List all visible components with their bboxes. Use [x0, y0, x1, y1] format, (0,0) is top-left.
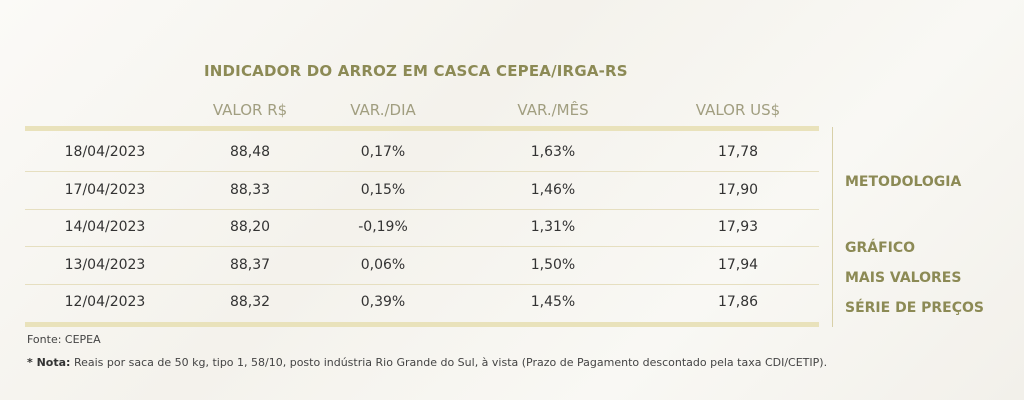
value-cell: 0,15% — [360, 181, 406, 198]
column-header: VAR./DIA — [350, 101, 416, 119]
divider — [832, 127, 833, 327]
column-header: VALOR US$ — [695, 101, 781, 119]
date-cell: 18/04/2023 — [64, 144, 146, 160]
note-text: Reais por saca de 50 kg, tipo 1, 58/10, … — [73, 356, 828, 369]
date-cell: 14/04/2023 — [64, 219, 146, 235]
date-cell: 13/04/2023 — [64, 256, 146, 273]
side-link[interactable]: MAIS VALORES — [845, 270, 962, 286]
note-label: * Nota: — [27, 356, 71, 369]
value-cell: 88,37 — [229, 256, 271, 273]
table-bottom-bar — [25, 322, 819, 327]
side-link[interactable]: GRÁFICO — [845, 240, 916, 256]
value-cell: -0,19% — [358, 219, 408, 235]
value-cell: 88,48 — [229, 144, 271, 160]
table-top-bar — [25, 126, 819, 131]
value-cell: 0,39% — [360, 294, 406, 310]
value-cell: 1,46% — [530, 181, 576, 198]
value-cell: 0,06% — [360, 256, 406, 273]
row-separator — [25, 283, 819, 285]
row-separator — [25, 171, 819, 172]
value-cell: 1,63% — [530, 144, 576, 160]
row-separator — [25, 246, 819, 247]
value-cell: 88,32 — [229, 294, 271, 310]
value-cell: 0,17% — [360, 144, 406, 160]
value-cell: 17,94 — [717, 256, 759, 273]
date-cell: 17/04/2023 — [64, 181, 146, 198]
note: * Nota: Reais por saca de 50 kg, tipo 1,… — [27, 356, 827, 369]
value-cell: 1,31% — [530, 219, 576, 235]
title: INDICADOR DO ARROZ EM CASCA CEPEA/IRGA-R… — [204, 62, 628, 80]
date-cell: 12/04/2023 — [64, 294, 146, 310]
value-cell: 17,93 — [717, 219, 759, 235]
value-cell: 1,45% — [530, 294, 576, 310]
row-separator — [25, 208, 819, 210]
side-link[interactable]: SÉRIE DE PREÇOS — [845, 300, 984, 316]
column-header: VALOR R$ — [212, 101, 288, 119]
value-cell: 17,78 — [717, 144, 759, 160]
column-header: VAR./MÊS — [517, 101, 589, 119]
side-link[interactable]: METODOLOGIA — [845, 174, 962, 190]
value-cell: 88,20 — [229, 219, 271, 235]
source: Fonte: CEPEA — [27, 333, 101, 346]
value-cell: 17,86 — [717, 294, 759, 310]
value-cell: 88,33 — [229, 181, 271, 198]
value-cell: 17,90 — [717, 181, 759, 198]
value-cell: 1,50% — [530, 256, 576, 273]
